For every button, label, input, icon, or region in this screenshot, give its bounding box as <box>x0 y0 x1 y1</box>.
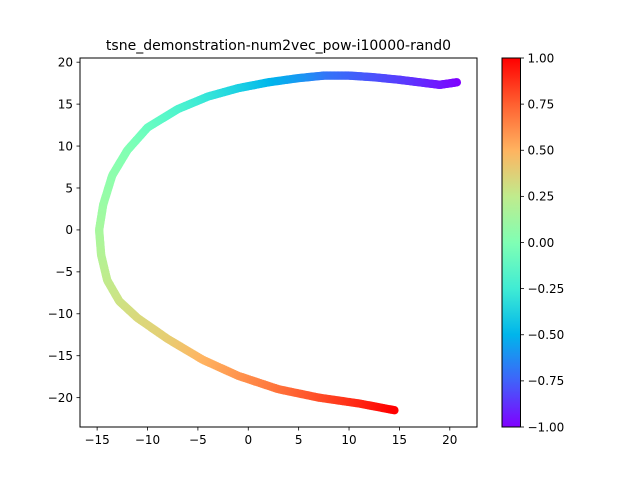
y-tick-label: −15 <box>48 349 73 363</box>
colorbar <box>502 58 521 427</box>
colorbar-tick-label: 0.00 <box>528 236 555 250</box>
y-tick-label: −5 <box>55 265 73 279</box>
y-tick-label: 10 <box>58 139 73 153</box>
scatter-points <box>94 71 462 415</box>
x-tick-label: 5 <box>295 433 303 447</box>
colorbar-ticks: −1.00 −0.75 −0.50 −0.25 0.00 0.25 0.50 0.75 1.00 <box>520 51 565 434</box>
scatter-point <box>390 406 399 415</box>
colorbar-tick-label: −1.00 <box>528 420 565 434</box>
y-tick-label: −10 <box>48 307 73 321</box>
x-tick-label: 0 <box>244 433 252 447</box>
y-tick-label: −20 <box>48 391 73 405</box>
x-tick-label: −5 <box>189 433 207 447</box>
colorbar-tick-label: 1.00 <box>528 51 555 65</box>
x-tick-label: −10 <box>135 433 160 447</box>
x-tick-label: 20 <box>442 433 457 447</box>
y-axis-ticks: −20 −15 −10 −5 0 5 10 15 20 <box>48 55 80 405</box>
x-tick-label: 15 <box>392 433 407 447</box>
colorbar-tick-label: 0.50 <box>528 144 555 158</box>
colorbar-tick-label: 0.25 <box>528 190 555 204</box>
y-tick-label: 20 <box>58 55 73 69</box>
y-tick-label: 0 <box>65 223 73 237</box>
y-tick-label: 15 <box>58 97 73 111</box>
colorbar-tick-label: −0.50 <box>528 328 565 342</box>
colorbar-tick-label: −0.25 <box>528 282 565 296</box>
chart-title: tsne_demonstration-num2vec_pow-i10000-ra… <box>106 38 451 54</box>
x-tick-label: 10 <box>341 433 356 447</box>
y-tick-label: 5 <box>65 181 73 195</box>
plot-frame <box>79 57 478 428</box>
x-axis-ticks: −15 −10 −5 0 5 10 15 20 <box>84 427 457 447</box>
x-tick-label: −15 <box>84 433 109 447</box>
colorbar-tick-label: −0.75 <box>528 374 565 388</box>
colorbar-tick-label: 0.75 <box>528 97 555 111</box>
